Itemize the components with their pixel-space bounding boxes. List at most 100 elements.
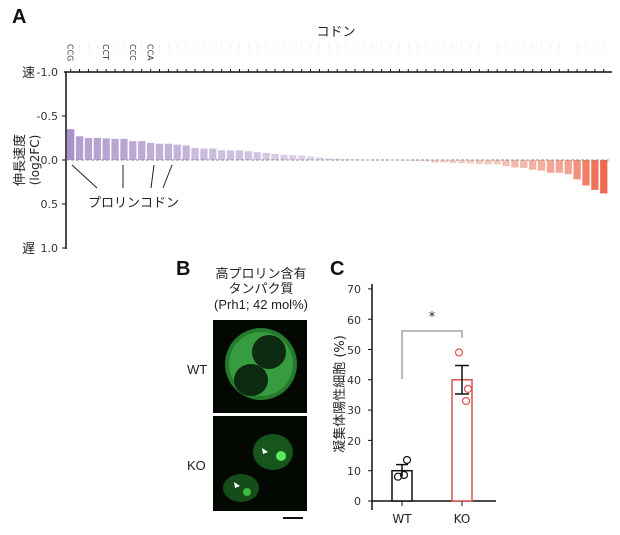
- codon-label: ···: [83, 44, 92, 52]
- proline-codon-annotation: プロリンコドン: [88, 196, 179, 211]
- codon-bar: [226, 150, 235, 160]
- codon-label: ···: [421, 44, 430, 52]
- codon-bar: [280, 154, 288, 160]
- ytick-label: 20: [347, 435, 361, 448]
- codon-bar: [120, 138, 128, 160]
- codon-bar: [564, 160, 572, 175]
- wt-data-point: [399, 470, 409, 480]
- ko-data-point: [463, 384, 473, 394]
- proline-pointer-lines: [71, 164, 173, 189]
- codon-bar: [582, 160, 590, 186]
- codon-bar: [537, 160, 546, 171]
- codon-bar: [289, 155, 297, 160]
- codon-bar: [431, 160, 439, 163]
- codon-label: ···: [323, 44, 332, 52]
- codon-label: ···: [199, 44, 208, 52]
- codon-label: ···: [439, 44, 448, 52]
- codon-bar: [546, 160, 555, 173]
- y-axis-unit: (log2FC): [28, 135, 42, 186]
- title-line: タンパク質: [228, 282, 294, 297]
- codon-label: ···: [474, 44, 483, 52]
- codon-label: ···: [306, 44, 315, 52]
- codon-bar: [502, 160, 510, 167]
- codon-label: ···: [217, 44, 226, 52]
- panel-b-title: 高プロリン含有 タンパク質 (Prh1; 42 mol%): [196, 267, 326, 312]
- wt-data-point: [402, 455, 412, 465]
- ytick-label: 40: [347, 374, 361, 387]
- codon-bar: [173, 144, 181, 160]
- codon-bar: [333, 158, 341, 160]
- ytick-label: 50: [347, 344, 361, 357]
- panel-c-letter: C: [330, 258, 345, 280]
- codon-bar: [440, 160, 448, 163]
- codon-label: ···: [332, 44, 341, 52]
- significance-star: *: [429, 310, 436, 325]
- codon-bar: [218, 150, 226, 160]
- codon-bar: [422, 160, 430, 162]
- codon-label: ···: [581, 44, 590, 52]
- scale-bar: [283, 517, 303, 519]
- codon-bar: [520, 160, 528, 168]
- ko-bar: [451, 379, 473, 502]
- codon-label: ···: [252, 44, 261, 52]
- codon-label: ···: [75, 44, 84, 52]
- codon-label: ···: [279, 44, 288, 52]
- codon-labels: CCG ··· ··· ··· CCT ··· ··· CCC ··· CCA ··· ··· ··· ·…: [66, 44, 608, 61]
- codon-bar: [75, 136, 84, 160]
- codon-label: ···: [412, 44, 421, 52]
- codon-bar: [511, 160, 519, 168]
- codon-label: ···: [288, 44, 297, 52]
- codon-label: ···: [537, 44, 546, 52]
- ko-label: KO: [187, 458, 206, 473]
- title-line: 高プロリン含有: [215, 267, 307, 282]
- codon-bar: [298, 155, 306, 160]
- codon-bar: [466, 160, 475, 164]
- codon-label: ···: [492, 44, 501, 52]
- codon-bar: [315, 157, 324, 160]
- ytick-label: -0.5: [37, 110, 58, 123]
- codon-label: ···: [341, 44, 350, 52]
- codon-bar: [262, 152, 270, 160]
- codon-bar: [253, 152, 261, 160]
- wt-data-point: [393, 472, 403, 481]
- codon-label: ···: [545, 44, 554, 52]
- codon-label: ···: [137, 44, 146, 52]
- codon-bar: [591, 160, 599, 190]
- codon-label: ···: [234, 44, 243, 52]
- codon-label: ···: [270, 44, 279, 52]
- wt-label: WT: [187, 362, 208, 377]
- codon-label: ···: [528, 44, 537, 52]
- codon-bar: [306, 156, 315, 160]
- codon-bar: [146, 142, 155, 160]
- codon-bar: [555, 160, 563, 173]
- codon-label: ···: [208, 44, 217, 52]
- ytick-label: 1.0: [41, 242, 59, 255]
- codon-bar: [200, 148, 208, 160]
- ytick-label: 0.0: [41, 154, 59, 167]
- codon-label: ···: [590, 44, 599, 52]
- aggregate-bar-chart: 0 10 20 30 40 50 60 70 凝集体陽性細胞 (%) * WT …: [332, 283, 496, 526]
- codon-label: ···: [368, 44, 377, 52]
- codon-label-highlighted: CCT: [101, 44, 110, 60]
- ytick-label: 30: [347, 404, 361, 417]
- ytick-label: 0.5: [41, 198, 59, 211]
- x-category-label: KO: [454, 512, 471, 526]
- codon-bar: [235, 150, 244, 160]
- codon-label-highlighted: CCC: [128, 44, 137, 61]
- ytick-label: 0: [354, 495, 361, 508]
- codon-bar: [484, 160, 492, 165]
- codon-bar: [191, 148, 199, 160]
- slow-label: 遅: [22, 242, 35, 257]
- codon-bar: [449, 160, 457, 164]
- codon-label: ···: [386, 44, 395, 52]
- codon-bar: [93, 138, 101, 160]
- codon-label: ···: [92, 44, 101, 52]
- codon-label: ···: [181, 44, 190, 52]
- codon-bar: [138, 141, 146, 160]
- codon-label-highlighted: CCA: [146, 44, 155, 61]
- top-axis-ticks: [70, 69, 605, 72]
- codon-label: ···: [483, 44, 492, 52]
- codon-bar: [493, 160, 501, 165]
- codon-label: ···: [226, 44, 235, 52]
- x-axis-title: コドン: [316, 25, 355, 40]
